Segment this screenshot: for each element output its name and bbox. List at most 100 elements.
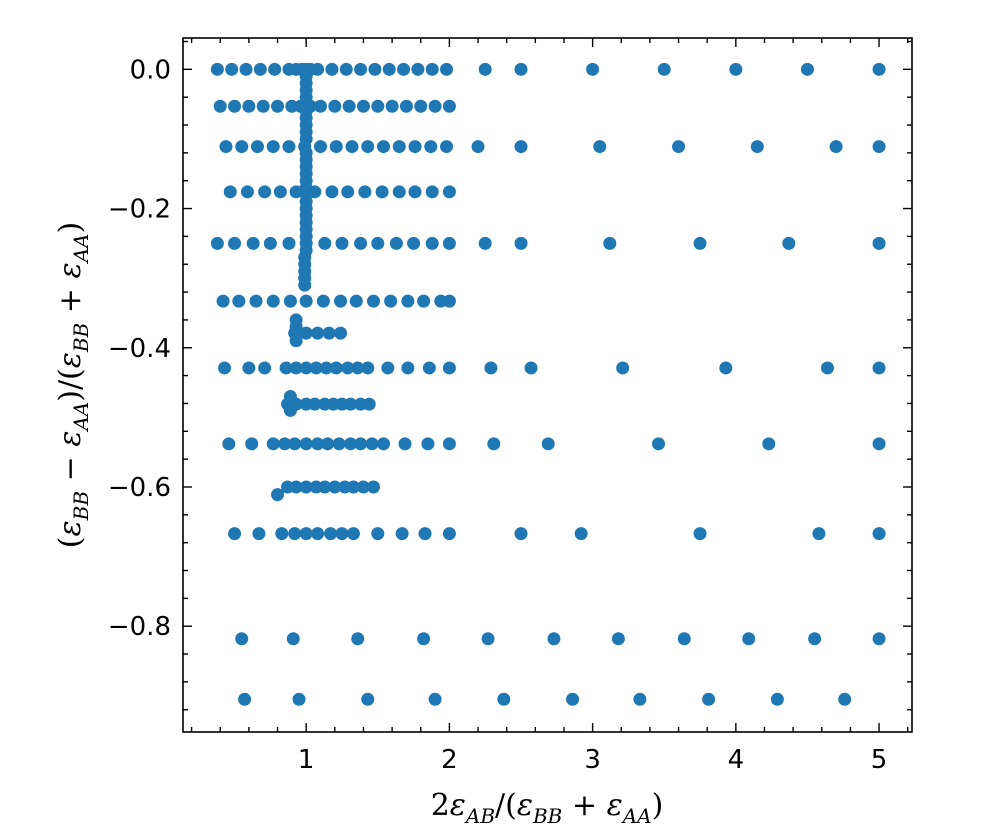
data-point-101 bbox=[782, 236, 796, 250]
data-point-92 bbox=[371, 236, 385, 250]
y-tick-labels: 0.0 −0.2 −0.4 −0.6 −0.8 bbox=[108, 55, 171, 642]
data-point-193 bbox=[324, 527, 338, 541]
data-point-200 bbox=[514, 527, 528, 541]
data-point-99 bbox=[603, 236, 617, 250]
data-point-26 bbox=[872, 62, 886, 76]
data-point-212 bbox=[677, 632, 691, 646]
data-point-125 bbox=[258, 361, 272, 375]
data-point-98 bbox=[514, 236, 528, 250]
data-point-126 bbox=[279, 361, 293, 375]
data-point-199 bbox=[442, 527, 456, 541]
data-point-11 bbox=[325, 62, 339, 76]
data-point-162 bbox=[321, 437, 335, 451]
data-point-152 bbox=[344, 397, 358, 411]
data-point-13 bbox=[354, 62, 368, 76]
data-point-54 bbox=[345, 140, 359, 154]
data-point-223 bbox=[702, 692, 716, 706]
data-point-15 bbox=[382, 62, 396, 76]
data-point-86 bbox=[263, 236, 277, 250]
data-point-156 bbox=[245, 437, 259, 451]
data-point-90 bbox=[335, 236, 349, 250]
data-point-72 bbox=[289, 185, 303, 199]
data-point-221 bbox=[566, 692, 580, 706]
data-point-58 bbox=[408, 140, 422, 154]
data-point-1 bbox=[225, 62, 239, 76]
data-point-4 bbox=[268, 62, 282, 76]
data-point-38 bbox=[342, 99, 356, 113]
data-point-71 bbox=[273, 185, 287, 199]
data-point-52 bbox=[313, 140, 327, 154]
data-point-148 bbox=[308, 397, 322, 411]
data-point-180 bbox=[318, 480, 332, 494]
data-point-45 bbox=[442, 99, 456, 113]
data-point-67 bbox=[872, 140, 886, 154]
data-point-163 bbox=[332, 437, 346, 451]
data-point-60 bbox=[440, 140, 454, 154]
data-point-215 bbox=[872, 632, 886, 646]
data-point-40 bbox=[371, 99, 385, 113]
data-point-134 bbox=[361, 361, 375, 375]
data-point-10 bbox=[311, 62, 325, 76]
data-point-210 bbox=[547, 632, 561, 646]
data-point-105 bbox=[249, 294, 263, 308]
data-point-19 bbox=[440, 62, 454, 76]
data-point-195 bbox=[346, 527, 360, 541]
data-point-206 bbox=[286, 632, 300, 646]
data-point-55 bbox=[361, 140, 375, 154]
data-point-16 bbox=[397, 62, 411, 76]
data-point-184 bbox=[356, 480, 370, 494]
data-point-97 bbox=[478, 236, 492, 250]
data-point-66 bbox=[829, 140, 843, 154]
data-point-172 bbox=[541, 437, 555, 451]
data-point-14 bbox=[368, 62, 382, 76]
data-point-219 bbox=[428, 692, 442, 706]
data-point-183 bbox=[346, 480, 360, 494]
data-point-24 bbox=[729, 62, 743, 76]
data-point-207 bbox=[351, 632, 365, 646]
data-point-129 bbox=[309, 361, 323, 375]
data-point-171 bbox=[487, 437, 501, 451]
data-point-79 bbox=[392, 185, 406, 199]
data-point-165 bbox=[354, 437, 368, 451]
data-point-190 bbox=[288, 527, 302, 541]
data-point-128 bbox=[299, 361, 313, 375]
data-point-186 bbox=[271, 488, 285, 502]
data-point-253 bbox=[298, 278, 312, 292]
data-point-64 bbox=[672, 140, 686, 154]
data-point-17 bbox=[411, 62, 425, 76]
data-point-216 bbox=[238, 692, 252, 706]
x-tick-label-1: 1 bbox=[298, 745, 315, 775]
data-point-114 bbox=[401, 294, 415, 308]
data-point-131 bbox=[329, 361, 343, 375]
data-point-89 bbox=[318, 236, 332, 250]
data-point-154 bbox=[362, 397, 376, 411]
data-point-157 bbox=[266, 437, 280, 451]
data-point-135 bbox=[381, 361, 395, 375]
data-point-110 bbox=[334, 294, 348, 308]
data-point-53 bbox=[329, 140, 343, 154]
data-point-83 bbox=[210, 236, 224, 250]
data-point-229 bbox=[299, 90, 313, 104]
data-point-187 bbox=[228, 527, 242, 541]
data-point-12 bbox=[339, 62, 353, 76]
data-point-18 bbox=[425, 62, 439, 76]
x-tick-label-5: 5 bbox=[871, 745, 888, 775]
data-point-75 bbox=[325, 185, 339, 199]
data-point-50 bbox=[282, 140, 296, 154]
data-point-185 bbox=[366, 480, 380, 494]
data-point-201 bbox=[574, 527, 588, 541]
data-point-256 bbox=[289, 334, 303, 348]
data-point-120 bbox=[311, 326, 325, 340]
data-point-76 bbox=[341, 185, 355, 199]
data-point-56 bbox=[377, 140, 391, 154]
data-point-65 bbox=[750, 140, 764, 154]
data-point-189 bbox=[275, 527, 289, 541]
data-point-23 bbox=[657, 62, 671, 76]
x-tick-label-2: 2 bbox=[441, 745, 458, 775]
data-point-141 bbox=[616, 361, 630, 375]
data-point-202 bbox=[693, 527, 707, 541]
data-point-28 bbox=[228, 99, 242, 113]
data-point-203 bbox=[812, 527, 826, 541]
data-point-222 bbox=[633, 692, 647, 706]
data-point-181 bbox=[328, 480, 342, 494]
